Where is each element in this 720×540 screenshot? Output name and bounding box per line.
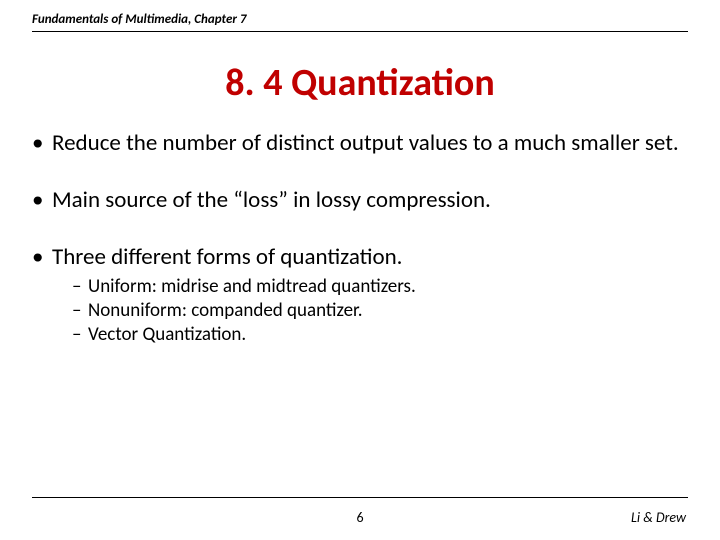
bullet-1-text: Reduce the number of distinct output val…	[52, 130, 688, 157]
bullet-dash-icon: –	[72, 299, 88, 323]
footer-authors: Li & Drew	[631, 509, 686, 526]
header-text: Fundamentals of Multimedia, Chapter 7	[32, 12, 688, 27]
bullet-dot-icon: •	[32, 130, 52, 157]
subbullet-2-text: Nonuniform: companded quantizer.	[88, 299, 363, 323]
header-rule	[32, 31, 688, 32]
page-number: 6	[0, 509, 720, 526]
bullet-3: • Three different forms of quantization.	[32, 244, 688, 271]
subbullet-1: – Uniform: midrise and midtread quantize…	[72, 275, 688, 299]
bullet-dash-icon: –	[72, 323, 88, 347]
subbullet-1-text: Uniform: midrise and midtread quantizers…	[88, 275, 416, 299]
bullet-dot-icon: •	[32, 187, 52, 214]
bullet-3-text: Three different forms of quantization.	[52, 244, 688, 271]
footer-rule	[32, 497, 688, 498]
bullet-dash-icon: –	[72, 275, 88, 299]
bullet-dot-icon: •	[32, 244, 52, 271]
slide-body: • Reduce the number of distinct output v…	[32, 130, 688, 347]
slide: Fundamentals of Multimedia, Chapter 7 8.…	[0, 0, 720, 540]
bullet-2-text: Main source of the “loss” in lossy compr…	[52, 187, 688, 214]
slide-header: Fundamentals of Multimedia, Chapter 7	[32, 12, 688, 32]
slide-title: 8. 4 Quantization	[0, 60, 720, 106]
bullet-1: • Reduce the number of distinct output v…	[32, 130, 688, 157]
subbullet-2: – Nonuniform: companded quantizer.	[72, 299, 688, 323]
subbullet-3: – Vector Quantization.	[72, 323, 688, 347]
bullet-2: • Main source of the “loss” in lossy com…	[32, 187, 688, 214]
subbullet-3-text: Vector Quantization.	[88, 323, 246, 347]
